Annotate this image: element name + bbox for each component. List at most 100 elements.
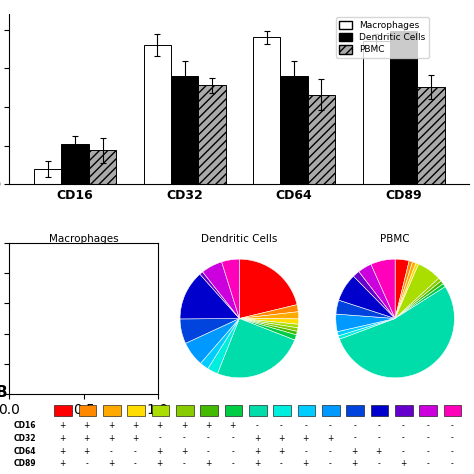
Bar — [273, 405, 291, 416]
Wedge shape — [83, 285, 134, 319]
Text: +: + — [83, 434, 90, 443]
Wedge shape — [395, 261, 412, 319]
Text: +: + — [327, 434, 333, 443]
Bar — [395, 405, 413, 416]
Text: -: - — [426, 459, 429, 468]
Bar — [89, 150, 116, 184]
Wedge shape — [202, 262, 239, 319]
Text: -: - — [280, 459, 283, 468]
Bar — [34, 169, 62, 184]
Wedge shape — [180, 274, 239, 319]
Text: +: + — [156, 447, 163, 456]
Text: +: + — [108, 434, 114, 443]
Wedge shape — [24, 294, 143, 378]
Wedge shape — [395, 259, 409, 319]
Wedge shape — [180, 319, 239, 343]
Text: +: + — [83, 421, 90, 430]
Wedge shape — [337, 319, 395, 336]
Wedge shape — [239, 319, 297, 335]
Text: -: - — [377, 459, 380, 468]
Text: -: - — [450, 434, 453, 443]
Text: -: - — [183, 434, 185, 443]
Text: +: + — [132, 434, 138, 443]
Text: -: - — [231, 447, 234, 456]
Wedge shape — [83, 288, 136, 319]
Wedge shape — [200, 272, 239, 319]
Text: +: + — [229, 421, 236, 430]
Bar — [201, 405, 218, 416]
Text: -: - — [426, 447, 429, 456]
Bar — [390, 31, 417, 184]
Bar — [171, 76, 198, 184]
Wedge shape — [83, 280, 131, 319]
Wedge shape — [239, 319, 299, 324]
Wedge shape — [338, 319, 395, 339]
Text: -: - — [402, 447, 405, 456]
Text: +: + — [400, 459, 406, 468]
Text: -: - — [231, 434, 234, 443]
Text: +: + — [254, 447, 260, 456]
Wedge shape — [336, 314, 395, 332]
Bar — [79, 405, 96, 416]
Text: -: - — [450, 447, 453, 456]
Text: -: - — [377, 421, 380, 430]
Text: -: - — [280, 421, 283, 430]
Title: Macrophages: Macrophages — [49, 234, 118, 244]
Text: -: - — [353, 421, 356, 430]
Bar — [253, 37, 281, 184]
Text: +: + — [205, 459, 212, 468]
Bar — [152, 405, 169, 416]
Wedge shape — [395, 284, 445, 319]
Bar — [144, 45, 171, 184]
Wedge shape — [41, 270, 83, 319]
Wedge shape — [32, 278, 83, 319]
Bar — [176, 405, 193, 416]
Text: -: - — [207, 434, 210, 443]
Bar — [308, 95, 335, 184]
Text: -: - — [183, 459, 185, 468]
Wedge shape — [395, 281, 443, 319]
Wedge shape — [239, 312, 299, 319]
Text: +: + — [181, 421, 187, 430]
Bar — [363, 41, 390, 184]
Text: -: - — [402, 434, 405, 443]
Text: +: + — [376, 447, 382, 456]
Text: +: + — [254, 459, 260, 468]
Text: CD89: CD89 — [14, 459, 36, 468]
Bar — [298, 405, 315, 416]
Wedge shape — [359, 264, 395, 319]
Wedge shape — [239, 319, 298, 331]
Text: -: - — [134, 459, 137, 468]
Bar — [419, 405, 437, 416]
Text: +: + — [59, 421, 65, 430]
Text: -: - — [207, 447, 210, 456]
Text: +: + — [108, 459, 114, 468]
Bar — [417, 87, 445, 184]
Text: -: - — [109, 447, 112, 456]
Wedge shape — [339, 276, 395, 319]
Bar — [444, 405, 461, 416]
Title: Dendritic Cells: Dendritic Cells — [201, 234, 278, 244]
Wedge shape — [65, 261, 83, 319]
Wedge shape — [222, 259, 239, 319]
Wedge shape — [49, 262, 83, 319]
Title: PBMC: PBMC — [380, 234, 410, 244]
Wedge shape — [69, 260, 83, 319]
Text: +: + — [156, 421, 163, 430]
Wedge shape — [239, 319, 299, 328]
Wedge shape — [83, 283, 133, 319]
Text: -: - — [158, 434, 161, 443]
Bar — [371, 405, 388, 416]
Legend: Macrophages, Dendritic Cells, PBMC: Macrophages, Dendritic Cells, PBMC — [336, 17, 429, 58]
Bar — [62, 144, 89, 184]
Text: -: - — [329, 447, 331, 456]
Text: -: - — [402, 421, 405, 430]
Text: -: - — [304, 421, 307, 430]
Text: +: + — [254, 434, 260, 443]
Wedge shape — [83, 270, 125, 319]
Wedge shape — [29, 290, 83, 319]
Text: -: - — [304, 447, 307, 456]
Wedge shape — [395, 278, 441, 319]
Bar — [103, 405, 120, 416]
Wedge shape — [27, 294, 83, 319]
